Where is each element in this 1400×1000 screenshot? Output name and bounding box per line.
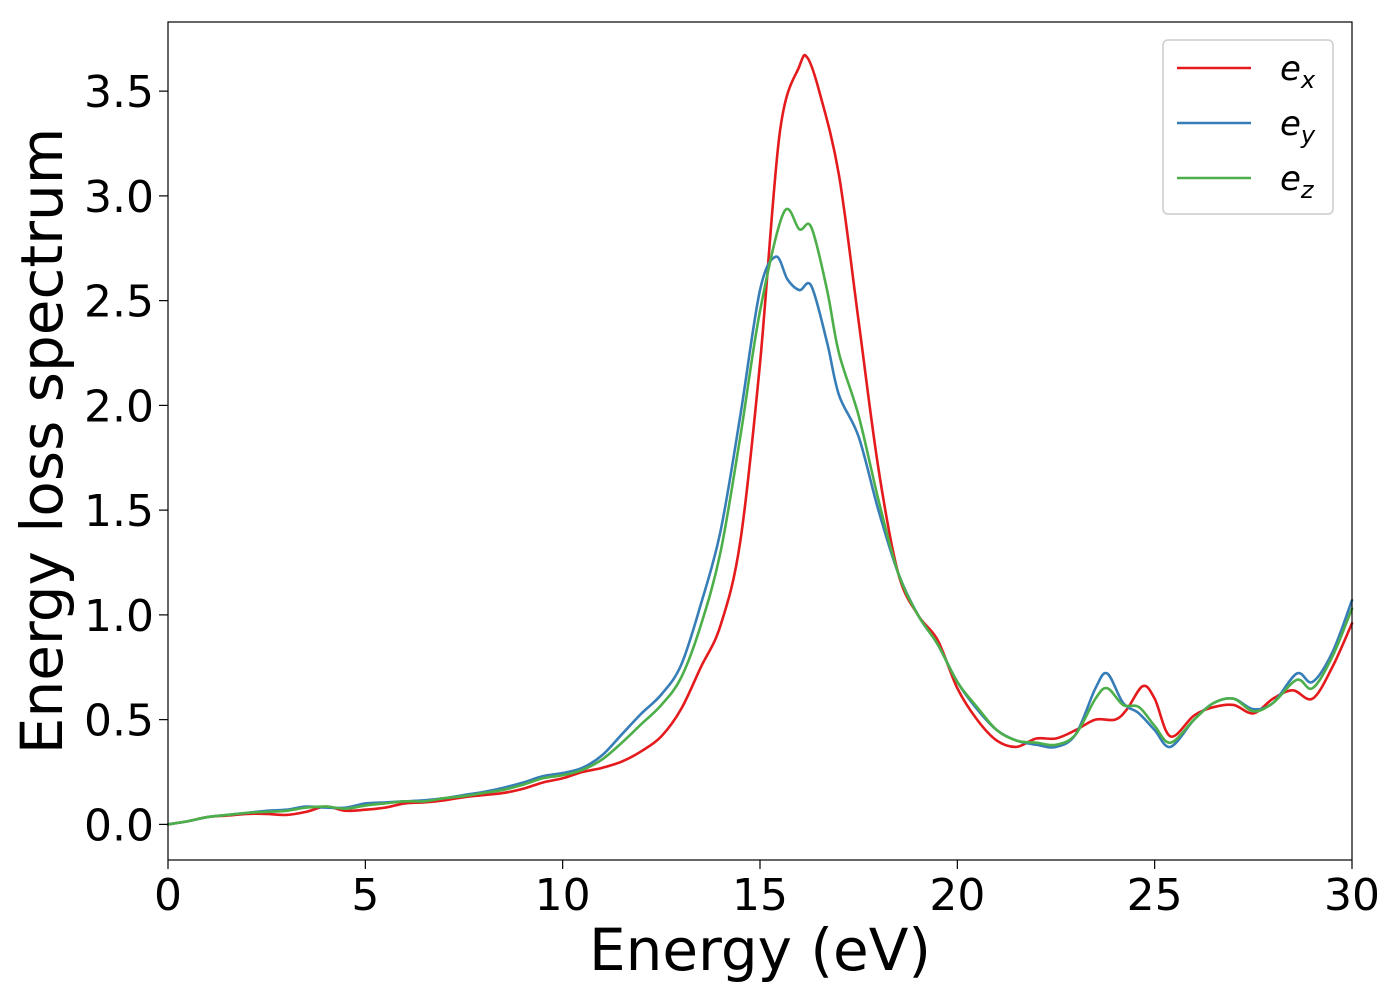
legend-label-x: ex: [1280, 49, 1316, 94]
y-axis: 0.0 0.5 1.0 1.5 2.0 2.5 3.0 3.5: [84, 67, 168, 851]
legend: ex ey ez: [1162, 39, 1334, 215]
y-tick-label: 2.0: [84, 381, 154, 432]
y-axis-title: Energy loss spectrum: [8, 128, 76, 754]
y-tick-label: 1.5: [84, 486, 154, 537]
series-line-z: [166, 207, 1354, 826]
legend-box: [1162, 39, 1334, 215]
x-tick-label: 5: [351, 870, 379, 921]
y-tick-label: 3.5: [84, 67, 154, 118]
x-tick-label: 0: [154, 870, 182, 921]
x-tick-label: 30: [1324, 870, 1380, 921]
y-tick-label: 3.0: [84, 172, 154, 223]
series-line-x: [166, 53, 1354, 826]
x-axis-title: Energy (eV): [589, 916, 931, 984]
y-tick-label: 2.5: [84, 277, 154, 328]
y-tick-label: 0.5: [84, 696, 154, 747]
y-tick-label: 1.0: [84, 591, 154, 642]
y-tick-label: 0.0: [84, 800, 154, 851]
series-line-y: [166, 255, 1354, 826]
plot-background: [168, 22, 1352, 860]
series-layer: [166, 53, 1354, 826]
x-tick-label: 20: [929, 870, 985, 921]
x-tick-label: 15: [732, 870, 788, 921]
x-axis: 0 5 10 15 20 25 30: [154, 860, 1380, 921]
legend-label-y: ey: [1280, 104, 1316, 149]
legend-label-z: ez: [1280, 159, 1315, 204]
x-tick-label: 25: [1127, 870, 1183, 921]
x-tick-label: 10: [535, 870, 591, 921]
